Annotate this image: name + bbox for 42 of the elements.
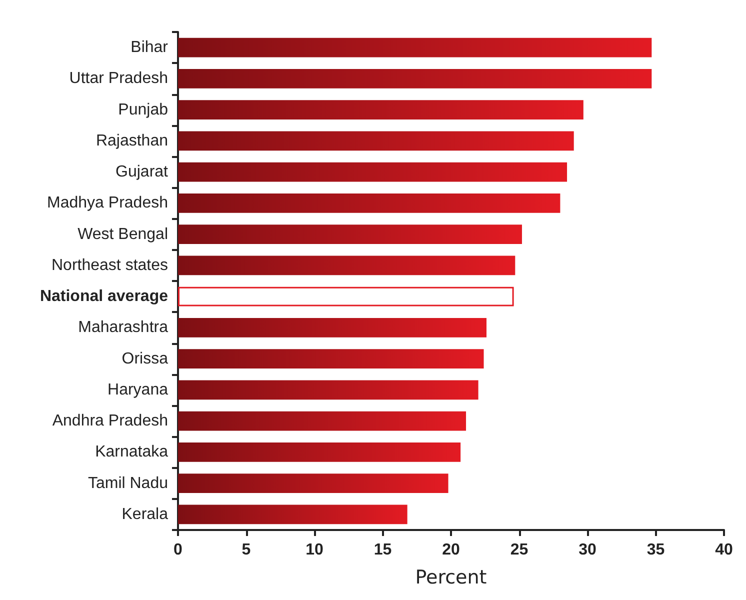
x-tick-label: 30 bbox=[578, 542, 596, 558]
bar bbox=[178, 474, 448, 493]
bar bbox=[178, 349, 484, 368]
bar bbox=[178, 318, 486, 338]
y-tick-label: Karnataka bbox=[95, 444, 168, 461]
y-tick-label: Punjab bbox=[118, 101, 168, 118]
bar bbox=[178, 380, 478, 400]
bar bbox=[178, 224, 522, 244]
x-tick-label: 10 bbox=[306, 542, 324, 558]
y-tick-label: Andhra Pradesh bbox=[52, 412, 168, 430]
bar bbox=[178, 162, 568, 182]
x-axis-title: Percent bbox=[415, 566, 487, 588]
x-tick-label: 35 bbox=[646, 542, 665, 558]
bar bbox=[178, 411, 466, 431]
y-tick-label: Tamil Nadu bbox=[88, 474, 168, 492]
bar bbox=[178, 100, 584, 120]
y-tick-label: Gujarat bbox=[116, 164, 169, 181]
y-tick-label: Bihar bbox=[130, 39, 169, 56]
y-tick-label: Northeast states bbox=[52, 256, 168, 274]
y-tick-label: Madhya Pradesh bbox=[47, 194, 168, 212]
x-tick-label: 5 bbox=[242, 542, 251, 558]
y-tick-label: Maharashtra bbox=[78, 319, 168, 336]
y-tick-label: West Bengal bbox=[78, 226, 168, 243]
y-tick-label: Rajasthan bbox=[96, 132, 168, 150]
x-tick-label: 25 bbox=[510, 542, 528, 558]
y-tick-label: Kerala bbox=[122, 506, 168, 523]
y-tick-label: Uttar Pradesh bbox=[69, 70, 168, 88]
bar bbox=[178, 256, 516, 276]
y-tick-label: National average bbox=[40, 288, 168, 306]
x-tick-label: 20 bbox=[442, 542, 460, 558]
x-tick-label: 15 bbox=[374, 542, 392, 558]
bar bbox=[178, 194, 560, 213]
y-tick-label: Orissa bbox=[122, 350, 168, 368]
x-tick-label: 40 bbox=[715, 542, 733, 558]
bar bbox=[178, 286, 514, 306]
bar bbox=[178, 69, 652, 88]
bar bbox=[178, 504, 408, 524]
x-tick-label: 0 bbox=[174, 542, 183, 558]
bar bbox=[178, 442, 461, 462]
y-tick-label: Haryana bbox=[108, 381, 168, 398]
bar bbox=[178, 38, 652, 58]
bar bbox=[178, 131, 574, 151]
